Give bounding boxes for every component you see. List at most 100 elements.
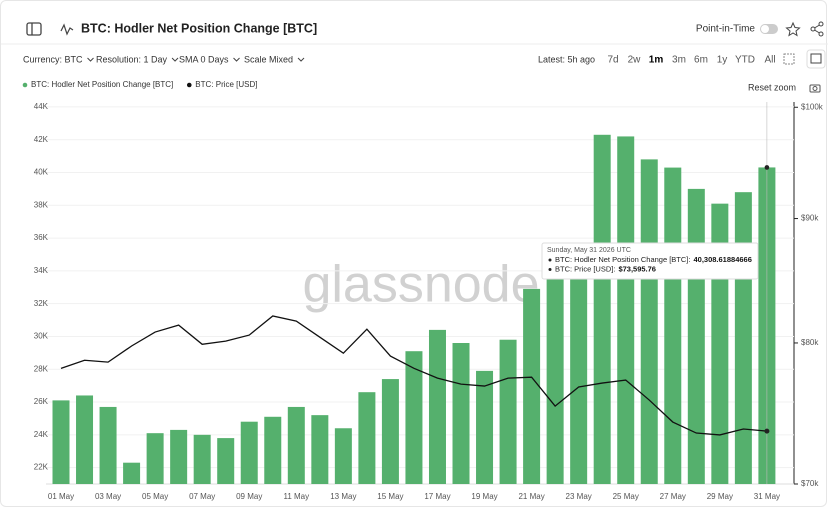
y-tick-label: 26K (34, 397, 49, 406)
x-tick-label: 07 May (189, 492, 215, 501)
x-tick-label: 01 May (48, 492, 74, 501)
legend-label: BTC: Hodler Net Position Change [BTC] (31, 80, 173, 89)
range-button[interactable]: All (764, 55, 775, 66)
y-tick-label: 36K (34, 233, 49, 242)
x-tick-label: 17 May (424, 492, 450, 501)
range-button[interactable]: 7d (607, 55, 618, 66)
dropdown-chevron (171, 57, 179, 62)
favorite-button[interactable] (785, 21, 801, 37)
x-tick-label: 09 May (236, 492, 262, 501)
bar (405, 351, 423, 484)
x-tick-label: 25 May (613, 492, 639, 501)
dropdown-chevron (87, 57, 94, 62)
bar (217, 438, 235, 484)
share-dot (818, 31, 824, 37)
share-line (814, 29, 820, 34)
range-button[interactable]: 3m (672, 55, 686, 66)
bar (240, 421, 258, 484)
toggle-label: Point-in-Time (696, 24, 756, 35)
range-button[interactable]: YTD (735, 55, 755, 66)
tooltip-marker (548, 268, 552, 271)
filter-dropdown[interactable]: SMA 0 Days (179, 54, 229, 64)
toggle-knob (761, 25, 769, 33)
x-tick-label: 03 May (95, 492, 121, 501)
calendar-button[interactable] (806, 49, 826, 69)
y-tick-label: 44K (34, 102, 49, 111)
bar (381, 379, 399, 484)
range-button[interactable]: 1y (717, 55, 728, 66)
bar (640, 159, 658, 485)
zoom-select-button[interactable] (783, 53, 795, 65)
filter-dropdown[interactable]: Resolution: 1 Day (96, 54, 168, 64)
tooltip-date: Sunday, May 31 2026 UTC (547, 247, 631, 254)
bar (570, 251, 588, 484)
y2-tick-label: $80k (801, 338, 819, 347)
tooltip-box (541, 242, 759, 280)
bar (617, 136, 635, 484)
bar (358, 392, 376, 484)
tooltip-marker (548, 258, 552, 262)
page-title: BTC: Hodler Net Position Change [BTC] (81, 21, 317, 35)
y-tick-label: 22K (34, 463, 49, 472)
bar (311, 415, 329, 484)
bar (476, 370, 494, 484)
tooltip-label: BTC: Price [USD]: (555, 264, 615, 273)
bar (593, 134, 611, 484)
bar (123, 462, 141, 484)
sidebar-icon[interactable] (26, 22, 42, 36)
range-button[interactable]: 1m (649, 55, 664, 66)
y2-tick-label: $70k (801, 479, 819, 488)
bar (546, 262, 564, 484)
y-tick-label: 32K (34, 299, 49, 308)
x-tick-label: 29 May (707, 492, 733, 501)
y2-tick-label: $90k (801, 214, 819, 223)
y-tick-label: 42K (34, 135, 49, 144)
tooltip-value: 40,308.61884666 (693, 255, 751, 264)
range-button[interactable]: 2w (628, 55, 642, 66)
tooltip-value: $73,595.76 (618, 264, 656, 273)
y-tick-label: 34K (34, 266, 49, 275)
filter-dropdown[interactable]: Currency: BTC (23, 54, 83, 64)
bar (428, 329, 446, 484)
price-line (60, 315, 767, 436)
bar (287, 406, 305, 484)
legend-label: BTC: Price [USD] (195, 80, 257, 89)
filter-dropdown[interactable]: Scale Mixed (244, 54, 293, 64)
legend-marker (186, 82, 192, 88)
bar (170, 429, 188, 484)
metric-icon (60, 23, 74, 36)
dropdown-chevron (233, 57, 240, 62)
hover-marker (764, 165, 770, 170)
range-button[interactable]: 6m (694, 55, 708, 66)
camera-lens (812, 86, 818, 91)
bar (264, 416, 282, 484)
y-tick-label: 28K (34, 364, 49, 373)
x-tick-label: 27 May (660, 492, 686, 501)
bar (499, 339, 517, 484)
x-tick-label: 21 May (518, 492, 544, 501)
bar (99, 406, 117, 484)
bar (452, 343, 470, 484)
screenshot-button[interactable] (809, 84, 821, 93)
share-dot (810, 26, 816, 32)
bar (146, 433, 164, 484)
x-tick-label: 11 May (283, 492, 309, 501)
bar (734, 192, 752, 484)
bar (193, 434, 211, 484)
x-tick-label: 13 May (330, 492, 356, 501)
share-line (814, 24, 820, 29)
calendar-icon (810, 53, 822, 64)
bar (76, 395, 94, 484)
x-tick-label: 23 May (566, 492, 592, 501)
x-tick-label: 05 May (142, 492, 168, 501)
y-tick-label: 40K (34, 168, 49, 177)
reset-zoom-button[interactable]: Reset zoom (748, 82, 796, 92)
x-tick-label: 31 May (754, 492, 780, 501)
y-tick-label: 24K (34, 430, 49, 439)
bar (52, 400, 70, 484)
y-tick-label: 38K (34, 200, 49, 209)
share-button[interactable] (810, 21, 824, 37)
